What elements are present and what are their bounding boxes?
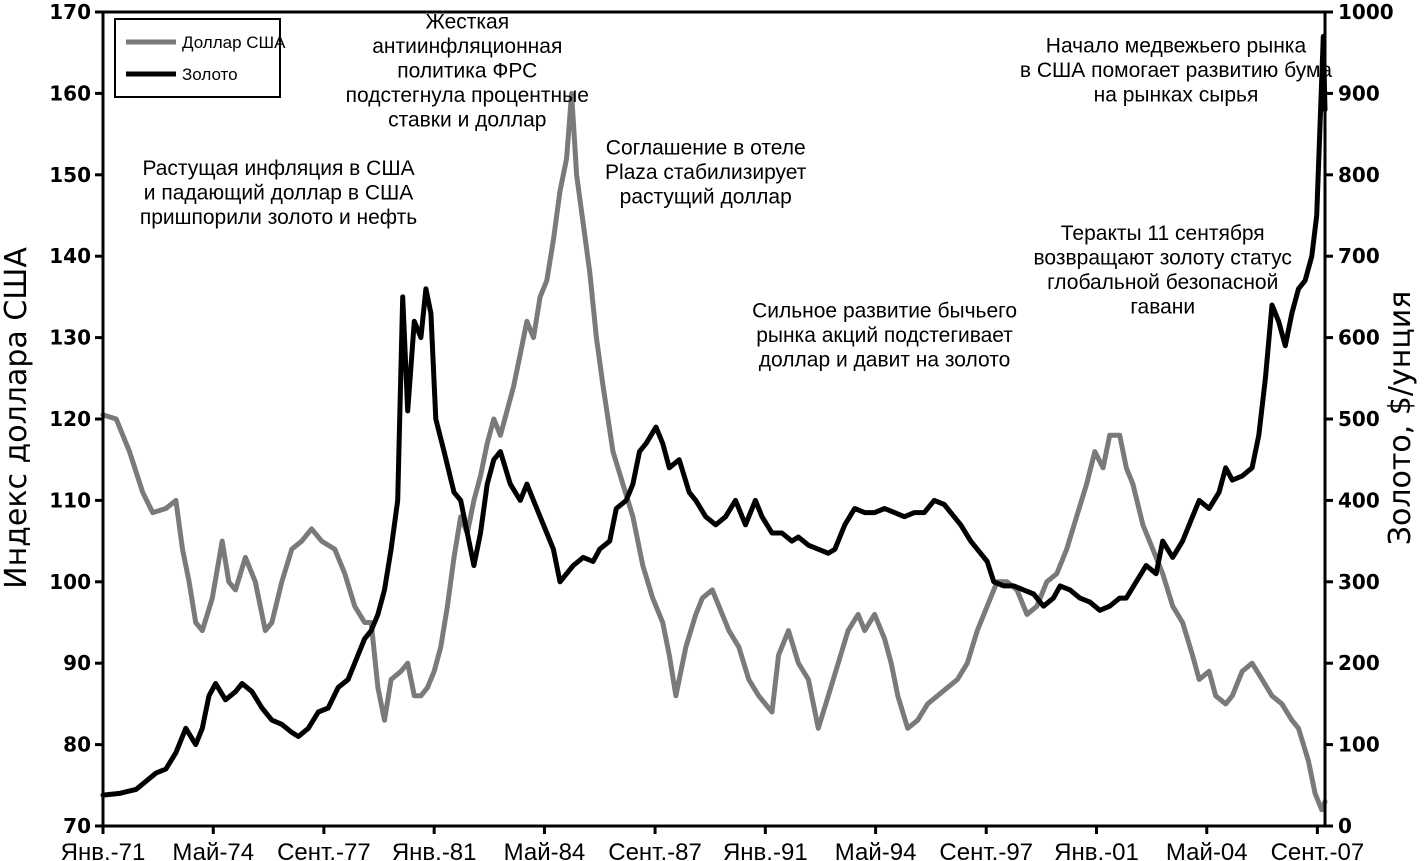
y2-tick-label: 300 <box>1338 570 1380 594</box>
x-tick-label: Май-84 <box>504 839 586 861</box>
y2-tick-label: 900 <box>1338 81 1380 105</box>
annotation-line: пришпорили золото и нефть <box>140 206 417 229</box>
y2-tick-label: 200 <box>1338 651 1380 675</box>
gold-price-line <box>100 33 1328 798</box>
annotation-line: Теракты 11 сентября <box>1061 222 1265 245</box>
y-tick-label: 110 <box>49 488 91 512</box>
plot-frame <box>101 10 1327 828</box>
series-lines <box>100 33 1328 813</box>
y-tick-label: 80 <box>63 733 91 757</box>
y2-tick-label: 400 <box>1338 488 1380 512</box>
annotation-line: антиинфляционная <box>372 35 562 58</box>
x-tick-label: Янв.-91 <box>723 839 808 861</box>
dollar-index-line <box>100 90 1328 813</box>
annotation-line: гавани <box>1130 295 1195 318</box>
annotation-line: глобальной безопасной <box>1047 271 1278 294</box>
tick-marks <box>95 10 1333 834</box>
y-tick-label: 120 <box>49 407 91 431</box>
annotation-line: и падающий доллар в США <box>144 181 413 204</box>
annotation-line: Жесткая <box>425 10 509 33</box>
y2-axis-title: Золото, $/унция <box>1383 291 1418 546</box>
y2-tick-label: 700 <box>1338 244 1380 268</box>
y2-tick-label: 600 <box>1338 326 1380 350</box>
legend-box <box>114 18 281 98</box>
y-tick-label: 130 <box>49 326 91 350</box>
annotation-line: рынка акций подстегивает <box>756 324 1013 347</box>
x-tick-label: Янв.-01 <box>1054 839 1139 861</box>
y-tick-label: 100 <box>49 570 91 594</box>
x-tick-label: Май-74 <box>172 839 254 861</box>
y2-tick-label: 100 <box>1338 733 1380 757</box>
y-tick-label: 170 <box>49 0 91 24</box>
y2-tick-label: 1000 <box>1338 0 1394 24</box>
y2-tick-label: 800 <box>1338 163 1380 187</box>
x-tick-label: Янв.-71 <box>61 839 146 861</box>
y-tick-label: 90 <box>63 651 91 675</box>
x-tick-label: Сент.-97 <box>939 839 1033 861</box>
x-tick-label: Сент.-77 <box>277 839 371 861</box>
annotation-line: Соглашение в отеле <box>606 136 806 159</box>
annotation-line: Начало медвежьего рынка <box>1046 35 1307 58</box>
legend: Доллар США Золото <box>114 18 286 98</box>
legend-label-gold: Золото <box>182 65 238 84</box>
annotation-line: в США помогает развитию бума <box>1020 59 1333 82</box>
annotation-line: ставки и доллар <box>388 108 546 131</box>
y-tick-label: 140 <box>49 244 91 268</box>
annotation-line: подстегнула процентные <box>346 84 589 107</box>
annotation-line: доллар и давит на золото <box>759 348 1011 371</box>
x-tick-label: Янв.-81 <box>392 839 477 861</box>
x-tick-label: Май-04 <box>1166 839 1248 861</box>
y2-tick-label: 500 <box>1338 407 1380 431</box>
annotation-line: Сильное развитие бычьего <box>752 299 1017 322</box>
y2-tick-label: 0 <box>1338 814 1352 838</box>
annotation-line: возвращают золоту статус <box>1034 246 1292 269</box>
annotation-line: растущий доллар <box>620 185 792 208</box>
x-tick-label: Май-94 <box>835 839 917 861</box>
y-axis-title: Индекс доллара США <box>0 247 34 589</box>
annotation-line: на рынках сырья <box>1094 84 1259 107</box>
annotation-line: Plaza стабилизирует <box>605 161 807 184</box>
legend-label-dollar: Доллар США <box>182 33 286 52</box>
y-tick-label: 150 <box>49 163 91 187</box>
tick-labels: 70 80 90 100 110 120 130 140 150 160 170 0 100 200 300… <box>49 0 1393 861</box>
y-tick-label: 70 <box>63 814 91 838</box>
annotation-line: Растущая инфляция в США <box>142 157 414 180</box>
y-tick-label: 160 <box>49 81 91 105</box>
x-tick-label: Сент.-07 <box>1271 839 1365 861</box>
annotation-line: политика ФРС <box>397 59 537 82</box>
x-tick-label: Сент.-87 <box>608 839 702 861</box>
